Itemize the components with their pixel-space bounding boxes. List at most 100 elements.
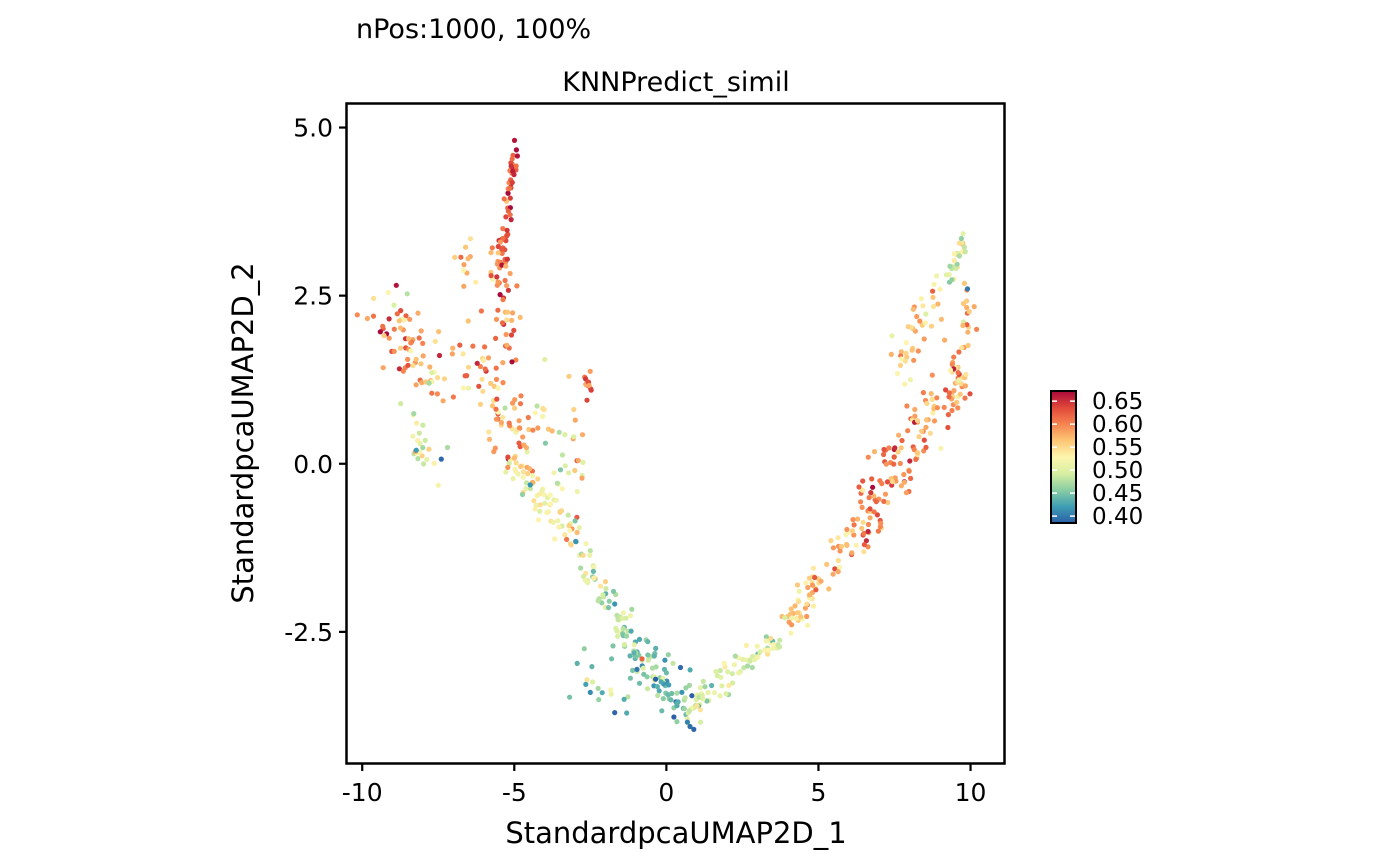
data-point: [717, 693, 723, 699]
data-point: [482, 344, 488, 350]
data-point: [884, 479, 891, 485]
data-point: [440, 398, 446, 404]
data-point: [450, 394, 456, 400]
data-point: [928, 323, 935, 329]
data-point: [865, 454, 871, 460]
data-point: [380, 365, 386, 371]
data-point: [541, 407, 547, 413]
data-point: [924, 400, 930, 407]
data-point: [788, 606, 794, 612]
data-point: [364, 315, 370, 322]
data-point: [576, 525, 582, 531]
y-tick-label: 0.0: [293, 450, 333, 479]
data-point: [954, 261, 960, 267]
data-point: [930, 410, 936, 416]
data-point: [610, 643, 616, 649]
data-point: [513, 460, 519, 466]
data-point: [615, 633, 621, 639]
data-point: [431, 460, 437, 466]
data-point: [571, 434, 577, 440]
data-point: [480, 357, 487, 363]
data-point: [587, 689, 593, 696]
data-point: [875, 528, 882, 534]
data-point: [623, 633, 630, 639]
data-point: [574, 529, 580, 536]
data-point: [835, 569, 841, 575]
y-axis: 5.0 2.5 0.0 -2.5: [284, 114, 347, 647]
data-point: [930, 303, 937, 310]
data-point: [580, 552, 586, 558]
data-point: [587, 368, 593, 374]
data-point: [974, 326, 980, 332]
data-point: [621, 642, 628, 648]
data-point: [879, 481, 885, 487]
data-point: [871, 449, 878, 455]
data-point: [424, 456, 430, 462]
data-point: [918, 296, 925, 302]
data-point: [891, 461, 897, 467]
data-point: [613, 625, 619, 632]
data-point: [965, 329, 971, 335]
data-point: [755, 654, 761, 660]
data-point: [391, 326, 397, 332]
data-point: [508, 332, 515, 338]
data-point: [964, 305, 970, 311]
legend-label: 0.55: [1092, 435, 1143, 461]
data-point: [921, 336, 927, 342]
data-point: [504, 309, 511, 315]
data-point: [403, 313, 409, 319]
data-point: [473, 279, 479, 285]
data-point: [686, 708, 692, 714]
data-point: [513, 357, 519, 363]
data-point: [500, 414, 506, 420]
data-point: [794, 582, 801, 588]
data-point: [941, 404, 947, 410]
data-point: [796, 588, 802, 594]
data-point: [516, 418, 522, 424]
data-point: [687, 667, 693, 673]
data-point: [897, 460, 903, 467]
data-point: [645, 657, 652, 663]
data-point: [527, 466, 533, 472]
data-point: [511, 327, 517, 333]
data-point: [505, 454, 511, 460]
data-point: [435, 482, 441, 488]
data-point: [717, 667, 723, 674]
data-point: [595, 685, 601, 692]
data-point: [523, 486, 529, 492]
data-point: [394, 311, 400, 317]
data-point: [488, 380, 494, 386]
data-point: [587, 552, 593, 558]
data-point: [697, 707, 704, 713]
data-point: [552, 536, 558, 542]
data-point: [602, 579, 609, 585]
data-point: [517, 314, 523, 320]
data-point: [904, 354, 910, 360]
data-point: [813, 587, 819, 593]
data-point: [478, 308, 484, 314]
data-point: [566, 523, 572, 529]
data-point: [894, 370, 901, 377]
data-point: [851, 532, 857, 538]
data-point: [583, 541, 589, 547]
data-point: [930, 288, 936, 294]
data-point: [964, 286, 971, 292]
data-point: [882, 491, 889, 497]
data-point: [945, 424, 951, 431]
data-point: [694, 703, 700, 709]
data-point: [427, 364, 433, 370]
x-tick-label: 5: [811, 778, 827, 807]
data-point: [951, 354, 957, 360]
data-point: [665, 652, 671, 658]
data-point: [514, 153, 521, 159]
data-point: [960, 322, 966, 329]
data-point: [699, 693, 705, 699]
data-point: [474, 360, 480, 366]
data-point: [663, 670, 670, 676]
data-point: [901, 479, 908, 485]
data-point: [865, 521, 872, 528]
data-point: [547, 501, 554, 507]
data-point: [408, 340, 414, 346]
data-point: [410, 363, 416, 369]
data-point: [497, 239, 503, 245]
